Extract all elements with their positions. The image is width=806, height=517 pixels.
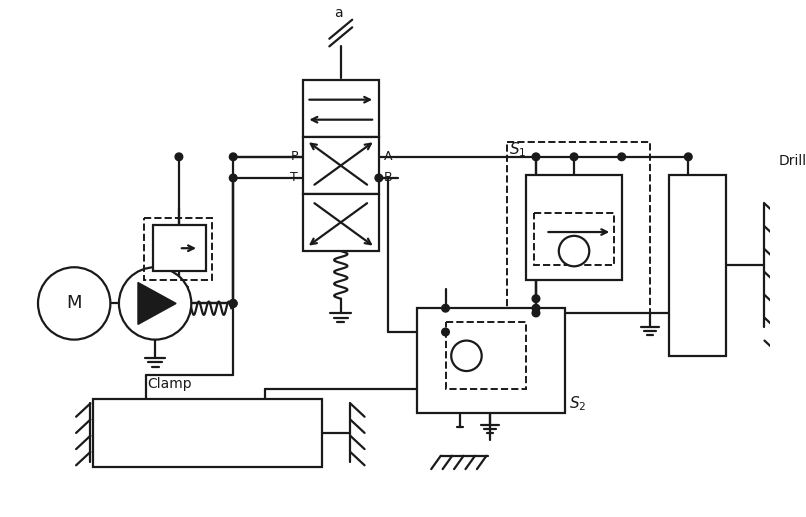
- Text: Clamp: Clamp: [147, 377, 192, 391]
- Circle shape: [451, 341, 482, 371]
- Circle shape: [684, 153, 692, 161]
- Bar: [417, 308, 564, 413]
- Bar: [303, 194, 379, 251]
- Circle shape: [230, 174, 237, 182]
- Circle shape: [119, 267, 191, 340]
- Circle shape: [230, 300, 237, 307]
- Circle shape: [532, 305, 540, 312]
- Bar: [143, 218, 212, 280]
- Circle shape: [230, 300, 237, 307]
- Text: a: a: [334, 6, 343, 20]
- Bar: [669, 175, 726, 356]
- Bar: [446, 323, 526, 389]
- Bar: [303, 137, 379, 194]
- Circle shape: [442, 305, 449, 312]
- Text: $S_2$: $S_2$: [569, 394, 587, 413]
- Text: B: B: [384, 172, 393, 185]
- Circle shape: [532, 309, 540, 317]
- Text: P: P: [290, 150, 298, 163]
- Text: Drill: Drill: [779, 154, 806, 168]
- Circle shape: [375, 174, 383, 182]
- Bar: [526, 175, 621, 280]
- Bar: [303, 80, 379, 137]
- Circle shape: [559, 236, 589, 266]
- Circle shape: [618, 153, 625, 161]
- Circle shape: [532, 295, 540, 302]
- Circle shape: [532, 153, 540, 161]
- Polygon shape: [138, 282, 176, 324]
- Text: T: T: [290, 172, 298, 185]
- Circle shape: [175, 153, 183, 161]
- Circle shape: [230, 153, 237, 161]
- Circle shape: [38, 267, 110, 340]
- Bar: [93, 399, 322, 467]
- Bar: [153, 225, 206, 271]
- Circle shape: [570, 153, 578, 161]
- Text: M: M: [66, 295, 82, 312]
- Bar: [534, 213, 614, 265]
- Text: $S_1$: $S_1$: [509, 140, 526, 159]
- Circle shape: [442, 328, 449, 336]
- Bar: [508, 142, 650, 313]
- Text: A: A: [384, 150, 393, 163]
